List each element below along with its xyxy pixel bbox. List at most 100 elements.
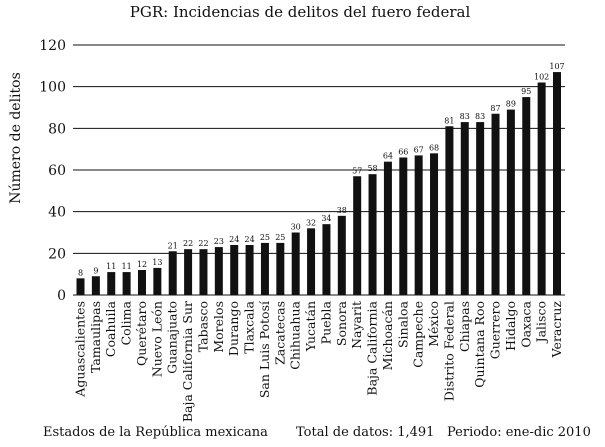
footer-total: Total de datos: 1,491	[296, 425, 435, 440]
x-tick-label: Distrito Federal	[441, 301, 456, 401]
value-label: 89	[506, 100, 516, 109]
x-tick-label: Guerrero	[488, 301, 503, 359]
bar	[153, 267, 162, 295]
value-label: 8	[78, 268, 83, 277]
x-axis-tick-labels: Aguascalientes Tamaulipas Coahuila Colima Qu…	[73, 300, 565, 422]
y-axis-label: Número de delitos	[8, 72, 24, 204]
bar	[307, 228, 316, 295]
x-tick-label: Tlaxcala	[242, 300, 257, 353]
bar	[353, 176, 362, 295]
x-tick-label: Quintana Roo	[472, 301, 487, 388]
y-tick-label: 0	[57, 288, 66, 304]
x-tick-label: Baja California	[365, 300, 380, 395]
x-tick-label: Sinaloa	[395, 300, 410, 348]
bar	[476, 122, 485, 295]
value-label: 32	[306, 218, 316, 227]
value-label: 107	[549, 62, 564, 71]
x-tick-label: Puebla	[318, 300, 333, 344]
bar	[445, 126, 454, 295]
value-label: 83	[475, 112, 485, 121]
chart-title: PGR: Incidencias de delitos del fuero fe…	[130, 3, 471, 21]
bar	[322, 224, 331, 295]
bar	[368, 174, 377, 295]
bars	[76, 72, 561, 295]
value-label: 30	[291, 223, 301, 232]
value-label: 58	[367, 164, 377, 173]
value-label: 95	[521, 87, 531, 96]
value-label: 68	[429, 143, 439, 152]
value-label: 24	[244, 235, 254, 244]
x-tick-label: Tamaulipas	[88, 301, 103, 373]
bar	[245, 245, 254, 295]
x-tick-label: Nayarit	[349, 301, 364, 349]
x-tick-label: Campeche	[411, 301, 426, 368]
x-tick-label: Zacatecas	[272, 301, 287, 365]
y-axis-ticks: 0 20 40 60 80 100 120	[39, 38, 66, 304]
x-tick-label: Hidalgo	[503, 301, 518, 351]
x-tick-label: Morelos	[211, 301, 226, 353]
bar	[291, 232, 300, 295]
bar	[414, 155, 423, 295]
bar	[122, 272, 131, 295]
bar	[230, 245, 239, 295]
value-label: 9	[93, 266, 98, 275]
value-label: 64	[383, 152, 393, 161]
bar	[522, 97, 531, 295]
x-tick-label: Colima	[119, 300, 134, 345]
x-tick-label: Veracruz	[549, 301, 564, 359]
y-tick-label: 100	[39, 80, 66, 96]
bar	[260, 242, 269, 295]
bar	[491, 113, 500, 295]
bar	[76, 278, 85, 295]
value-label: 66	[398, 148, 408, 157]
bar	[214, 247, 223, 295]
footer: Estados de la República mexicana Total d…	[0, 425, 605, 443]
bar	[399, 157, 408, 295]
value-label: 21	[168, 241, 178, 250]
x-tick-label: Baja California Sur	[180, 301, 195, 422]
bar	[184, 249, 193, 295]
x-tick-label: Yucatán	[303, 301, 318, 352]
bar	[276, 242, 285, 295]
value-label: 25	[275, 233, 285, 242]
x-tick-label: San Luis Potosí	[257, 300, 272, 398]
value-label: 34	[321, 214, 331, 223]
bar	[553, 72, 561, 295]
bar	[537, 82, 546, 295]
value-label: 22	[198, 239, 208, 248]
footer-period: Periodo: ene-dic 2010	[447, 425, 591, 440]
bar	[107, 272, 116, 295]
value-label: 57	[352, 166, 362, 175]
footer-states: Estados de la República mexicana	[43, 425, 268, 440]
bar	[460, 122, 469, 295]
value-label: 83	[460, 112, 470, 121]
gridlines	[73, 44, 565, 254]
value-label: 12	[137, 260, 147, 269]
x-tick-label: Guanajuato	[165, 301, 180, 374]
value-label: 11	[106, 262, 116, 271]
value-label: 81	[444, 116, 454, 125]
bar	[91, 276, 100, 295]
value-label: 102	[534, 73, 549, 82]
bar	[506, 109, 515, 295]
x-tick-label: Coahuila	[103, 300, 118, 357]
x-tick-label: Chihuahua	[288, 300, 303, 369]
value-label: 38	[337, 206, 347, 215]
y-tick-label: 20	[48, 246, 66, 262]
x-tick-label: Michoacán	[380, 301, 395, 370]
x-tick-label: Querétaro	[134, 301, 149, 366]
bar	[199, 249, 208, 295]
y-tick-label: 120	[39, 38, 66, 54]
value-label: 11	[122, 262, 132, 271]
bar	[337, 215, 346, 295]
x-tick-label: Jalisco	[534, 301, 549, 344]
y-tick-label: 40	[48, 205, 66, 221]
value-label: 87	[490, 104, 500, 113]
x-tick-label: Sonora	[334, 300, 349, 346]
x-tick-label: México	[426, 301, 441, 347]
x-tick-label: Aguascalientes	[73, 301, 88, 398]
value-label: 23	[214, 237, 224, 246]
value-label: 25	[260, 233, 270, 242]
